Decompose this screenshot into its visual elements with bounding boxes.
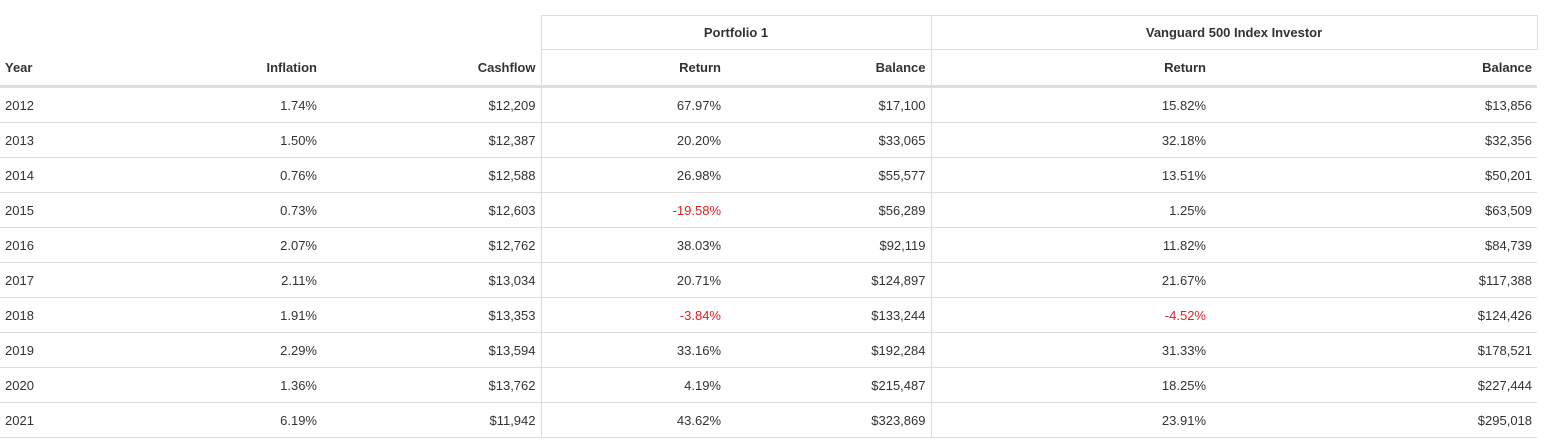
column-header-year[interactable]: Year: [0, 49, 142, 88]
table-row: 2017 2.11% $13,034 20.71% $124,897 21.67% $117…: [0, 262, 1538, 298]
cell-vanguard-return: 15.82%: [930, 86, 1211, 123]
cell-cashflow: $12,603: [322, 192, 541, 228]
column-header-portfolio-1-return[interactable]: Return: [540, 49, 726, 88]
cell-year: 2018: [0, 297, 142, 333]
cell-year: 2017: [0, 262, 142, 298]
cell-vanguard-balance: $227,444: [1211, 367, 1538, 403]
cell-cashflow: $13,353: [322, 297, 541, 333]
cell-inflation: 1.50%: [142, 122, 322, 158]
cell-inflation: 0.76%: [142, 157, 322, 193]
cell-vanguard-balance: $178,521: [1211, 332, 1538, 368]
cell-year: 2021: [0, 402, 142, 438]
column-header-vanguard-return[interactable]: Return: [930, 49, 1211, 88]
cell-inflation: 1.74%: [280, 97, 317, 113]
cell-portfolio-1-return: 67.97%: [540, 86, 726, 123]
cell-inflation: 2.11%: [142, 262, 322, 298]
table-body: 2012 1.74% $12,209 67.97% $17,100 15.82% $13,8…: [0, 86, 1538, 438]
group-header-row: Portfolio 1 Vanguard 500 Index Investor: [0, 15, 1538, 50]
cell-year: 2015: [0, 192, 142, 228]
column-header-portfolio-1-balance[interactable]: Balance: [726, 49, 931, 88]
cell-cashflow: $12,762: [322, 227, 541, 263]
cell-portfolio-1-balance: $133,244: [726, 297, 931, 333]
cell-vanguard-balance: $13,856: [1485, 97, 1533, 113]
column-header-row: Year Inflation Cashflow Return Balance R…: [0, 49, 1538, 88]
table-header: Portfolio 1 Vanguard 500 Index Investor …: [0, 15, 1538, 88]
cell-portfolio-1-return: 33.16%: [540, 332, 726, 368]
table-row: 2020 1.36% $13,762 4.19% $215,487 18.25% $227,…: [0, 367, 1538, 403]
cell-inflation: 1.91%: [142, 297, 322, 333]
cell-portfolio-1-balance: $215,487: [726, 367, 931, 403]
cell-year: 2014: [0, 157, 142, 193]
cell-portfolio-1-balance: $33,065: [726, 122, 931, 158]
cell-inflation: 0.73%: [142, 192, 322, 228]
table-row: 2021 6.19% $11,942 43.62% $323,869 23.91% $295…: [0, 402, 1538, 438]
cell-year: 2016: [0, 227, 142, 263]
cell-cashflow: $12,588: [322, 157, 541, 193]
cell-inflation: 6.19%: [142, 402, 322, 438]
column-header-inflation[interactable]: Inflation: [142, 49, 322, 88]
cell-inflation: 1.36%: [142, 367, 322, 403]
cell-vanguard-balance: $295,018: [1211, 402, 1538, 438]
cell-cashflow: $12,209: [488, 97, 536, 113]
cell-vanguard-balance: $32,356: [1211, 122, 1538, 158]
cell-vanguard-return: 1.25%: [930, 192, 1211, 228]
cell-vanguard-balance: $117,388: [1211, 262, 1538, 298]
cell-inflation: 2.07%: [142, 227, 322, 263]
cell-vanguard-return: 18.25%: [930, 367, 1211, 403]
annual-returns-table: Portfolio 1 Vanguard 500 Index Investor …: [0, 15, 1538, 438]
cell-inflation: 2.29%: [142, 332, 322, 368]
table-row: 2015 0.73% $12,603 -19.58% $56,289 1.25% $63,5…: [0, 192, 1538, 228]
cell-portfolio-1-balance: $55,577: [726, 157, 931, 193]
cell-portfolio-1-return: 43.62%: [540, 402, 726, 438]
cell-cashflow: $13,762: [322, 367, 541, 403]
group-header-vanguard-500: Vanguard 500 Index Investor: [930, 15, 1538, 50]
table-row: 2019 2.29% $13,594 33.16% $192,284 31.33% $178…: [0, 332, 1538, 368]
cell-portfolio-1-balance: $124,897: [726, 262, 931, 298]
cell-year: 2012: [5, 97, 34, 113]
cell-vanguard-return: 32.18%: [930, 122, 1211, 158]
table-row: 2014 0.76% $12,588 26.98% $55,577 13.51% $50,2…: [0, 157, 1538, 193]
cell-portfolio-1-return: -3.84%: [540, 297, 726, 333]
cell-cashflow: $13,034: [322, 262, 541, 298]
cell-cashflow: $11,942: [322, 402, 541, 438]
group-header-spacer: [0, 16, 541, 50]
column-header-cashflow[interactable]: Cashflow: [322, 49, 541, 88]
table-row: 2018 1.91% $13,353 -3.84% $133,244 -4.52% $124…: [0, 297, 1538, 333]
cell-year: 2019: [0, 332, 142, 368]
cell-cashflow: $13,594: [322, 332, 541, 368]
cell-vanguard-balance: $50,201: [1211, 157, 1538, 193]
table-row: 2012 1.74% $12,209 67.97% $17,100 15.82% $13,8…: [0, 86, 1537, 123]
cell-portfolio-1-balance: $192,284: [726, 332, 931, 368]
cell-vanguard-balance: $124,426: [1211, 297, 1538, 333]
cell-portfolio-1-return: -19.58%: [540, 192, 726, 228]
cell-portfolio-1-balance: $92,119: [726, 227, 931, 263]
cell-vanguard-return: -4.52%: [930, 297, 1211, 333]
cell-portfolio-1-balance: $17,100: [878, 97, 926, 113]
cell-cashflow: $12,387: [322, 122, 541, 158]
cell-portfolio-1-balance: $323,869: [726, 402, 931, 438]
cell-vanguard-return: 13.51%: [930, 157, 1211, 193]
cell-portfolio-1-return: 4.19%: [540, 367, 726, 403]
table-row: 2016 2.07% $12,762 38.03% $92,119 11.82% $84,7…: [0, 227, 1538, 263]
column-header-vanguard-balance[interactable]: Balance: [1211, 49, 1538, 88]
cell-vanguard-return: 21.67%: [930, 262, 1211, 298]
cell-portfolio-1-return: 20.20%: [540, 122, 726, 158]
cell-portfolio-1-return: 26.98%: [540, 157, 726, 193]
cell-vanguard-return: 23.91%: [930, 402, 1211, 438]
cell-vanguard-balance: $63,509: [1211, 192, 1538, 228]
cell-year: 2020: [0, 367, 142, 403]
group-header-portfolio-1: Portfolio 1: [540, 15, 931, 50]
cell-vanguard-return: 31.33%: [930, 332, 1211, 368]
cell-portfolio-1-balance: $56,289: [726, 192, 931, 228]
cell-vanguard-balance: $84,739: [1211, 227, 1538, 263]
cell-portfolio-1-return: 20.71%: [540, 262, 726, 298]
table-row: 2013 1.50% $12,387 20.20% $33,065 32.18% $32,3…: [0, 122, 1538, 158]
cell-year: 2013: [0, 122, 142, 158]
cell-portfolio-1-return: 38.03%: [540, 227, 726, 263]
cell-vanguard-return: 11.82%: [930, 227, 1211, 263]
